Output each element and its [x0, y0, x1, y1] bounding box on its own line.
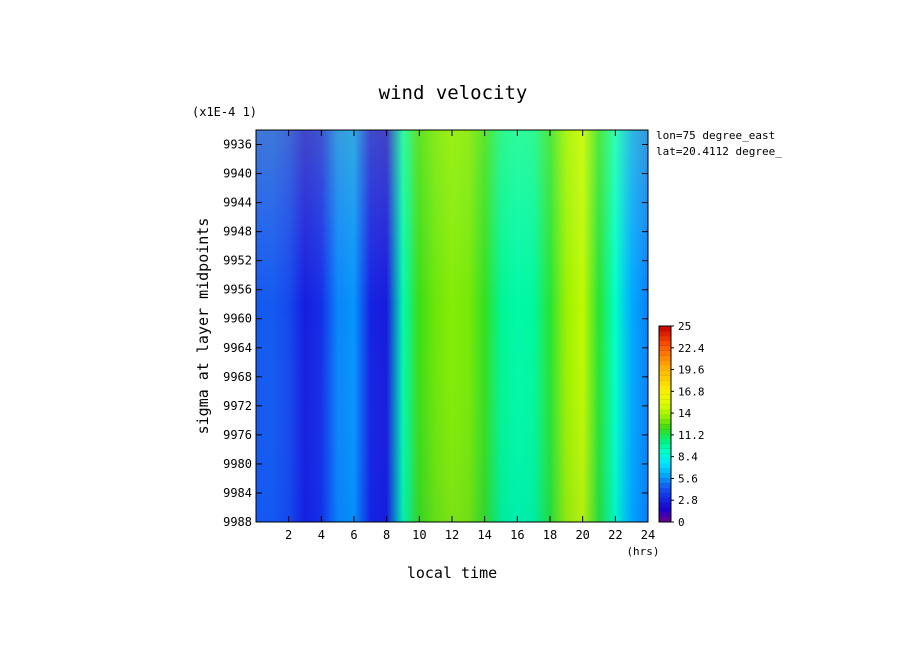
colorbar-band [659, 365, 671, 371]
colorbar-band [659, 414, 671, 420]
x-tick-label: 24 [641, 528, 655, 542]
y-tick-label: 9948 [223, 225, 252, 239]
annotation-lat: lat=20.4112 degree_ [656, 145, 782, 158]
y-tick-label: 9976 [223, 428, 252, 442]
y-tick-label: 9988 [223, 515, 252, 529]
y-tick-label: 9956 [223, 283, 252, 297]
y-tick-label: 9968 [223, 370, 252, 384]
colorbar-band [659, 468, 671, 474]
colorbar-band [659, 428, 671, 435]
colorbar-band [659, 463, 671, 469]
colorbar-tick-label: 19.6 [678, 364, 705, 377]
colorbar-band [659, 502, 671, 508]
y-tick-label: 9972 [223, 399, 252, 413]
colorbar-border [658, 325, 672, 523]
colorbar-band [659, 340, 671, 346]
x-tick-label: 10 [412, 528, 426, 542]
colorbar-tick-label: 8.4 [678, 451, 698, 464]
colorbar-band [659, 433, 671, 439]
y-tick-label: 9952 [223, 254, 252, 268]
colorbar-band [659, 350, 671, 356]
x-tick-label: 8 [383, 528, 390, 542]
colorbar-tick-label: 22.4 [678, 342, 705, 355]
colorbar-band [659, 384, 671, 390]
x-tick-label: 6 [350, 528, 357, 542]
colorbar-band [659, 375, 671, 381]
colorbar-band [659, 453, 671, 459]
x-axis: 2 4 6 8 10 12 14 16 18 20 22 24 [285, 130, 655, 542]
colorbar-tick-label: 25 [678, 320, 691, 333]
colorbar-tick-label: 0 [678, 516, 685, 529]
colorbar-band [659, 379, 671, 386]
colorbar-band [659, 458, 671, 464]
colorbar-band [659, 487, 671, 493]
colorbar-band [659, 419, 671, 425]
y-axis-label: sigma at layer midpoints [194, 218, 212, 435]
colorbar-band [659, 482, 671, 488]
y-tick-label: 9944 [223, 196, 252, 210]
y-tick-label: 9984 [223, 486, 252, 500]
colorbar-band [659, 370, 671, 376]
x-tick-label: 12 [445, 528, 459, 542]
colorbar-band [659, 507, 671, 513]
colorbar-band [659, 335, 671, 341]
colorbar-tick-label: 14 [678, 407, 692, 420]
colorbar-band [659, 448, 671, 454]
colorbar-band [659, 360, 671, 366]
colorbar-band [659, 477, 671, 484]
colorbar-band [659, 512, 671, 518]
heatmap-shade [256, 130, 648, 522]
colorbar-band [659, 424, 671, 430]
colorbar-band [659, 443, 671, 449]
colorbar-band [659, 517, 671, 523]
y-tick-label: 9960 [223, 312, 252, 326]
colorbar-band [659, 473, 671, 479]
y-tick-label: 9936 [223, 138, 252, 152]
x-axis-label: local time [407, 564, 497, 582]
plot-area [256, 130, 648, 522]
x-tick-label: 20 [575, 528, 589, 542]
annotation-lon: lon=75 degree_east [656, 129, 775, 142]
y-axis: 9936 9940 9944 9948 9952 9956 9960 9964 9968 9972… [223, 138, 648, 529]
colorbar-band [659, 399, 671, 405]
x-tick-label: 16 [510, 528, 524, 542]
colorbar-band [659, 409, 671, 415]
y-tick-label: 9964 [223, 341, 252, 355]
colorbar-band [659, 492, 671, 498]
y-tick-label: 9980 [223, 457, 252, 471]
x-tick-label: 22 [608, 528, 622, 542]
colorbar-tick-label: 11.2 [678, 429, 705, 442]
colorbar-tick-label: 16.8 [678, 385, 705, 398]
colorbar: 25 22.4 19.6 16.8 14 11.2 8.4 5.6 2.8 0 [658, 320, 705, 529]
colorbar-band [659, 438, 671, 444]
x-axis-unit: (hrs) [626, 545, 659, 558]
x-tick-label: 4 [318, 528, 325, 542]
x-tick-label: 2 [285, 528, 292, 542]
colorbar-band [659, 345, 671, 351]
colorbar-tick-label: 5.6 [678, 472, 698, 485]
colorbar-band [659, 389, 671, 395]
colorbar-band [659, 355, 671, 361]
x-tick-label: 14 [477, 528, 491, 542]
colorbar-tick-label: 2.8 [678, 494, 698, 507]
y-tick-label: 9940 [223, 167, 252, 181]
colorbar-band [659, 394, 671, 400]
colorbar-band [659, 330, 671, 337]
chart-title: wind velocity [379, 82, 528, 104]
x-tick-label: 18 [543, 528, 557, 542]
colorbar-band [659, 404, 671, 410]
scale-note: (x1E-4 1) [192, 105, 257, 119]
colorbar-band [659, 497, 671, 503]
colorbar-band [659, 326, 671, 332]
